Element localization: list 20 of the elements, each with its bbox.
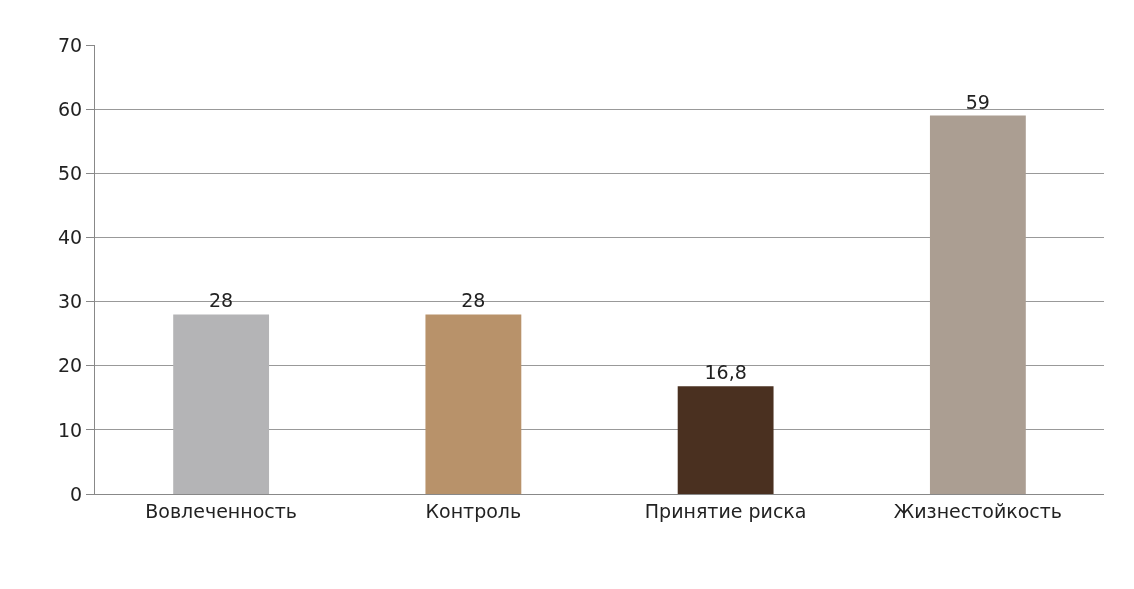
data-label: 59 bbox=[965, 90, 990, 113]
y-tick-label: 50 bbox=[58, 161, 83, 184]
bar bbox=[173, 314, 270, 494]
y-tick-label: 10 bbox=[58, 418, 83, 441]
y-tick-label: 40 bbox=[58, 226, 83, 249]
bar bbox=[677, 386, 774, 494]
y-tick-label: 30 bbox=[58, 290, 83, 313]
data-label: 28 bbox=[209, 289, 234, 312]
x-tick-label: Вовлеченность bbox=[145, 499, 298, 522]
x-tick-label: Контроль bbox=[425, 499, 522, 522]
x-tick-label: Принятие риска bbox=[644, 499, 807, 522]
data-label: 28 bbox=[461, 289, 486, 312]
y-tick-label: 0 bbox=[70, 482, 83, 505]
y-tick-label: 70 bbox=[58, 33, 83, 56]
x-tick-label: Жизнестойкость bbox=[893, 499, 1063, 522]
y-tick-label: 60 bbox=[58, 97, 83, 120]
bar bbox=[425, 314, 522, 494]
data-label: 16,8 bbox=[704, 361, 747, 384]
bar bbox=[929, 115, 1026, 494]
y-tick-label: 20 bbox=[58, 354, 83, 377]
